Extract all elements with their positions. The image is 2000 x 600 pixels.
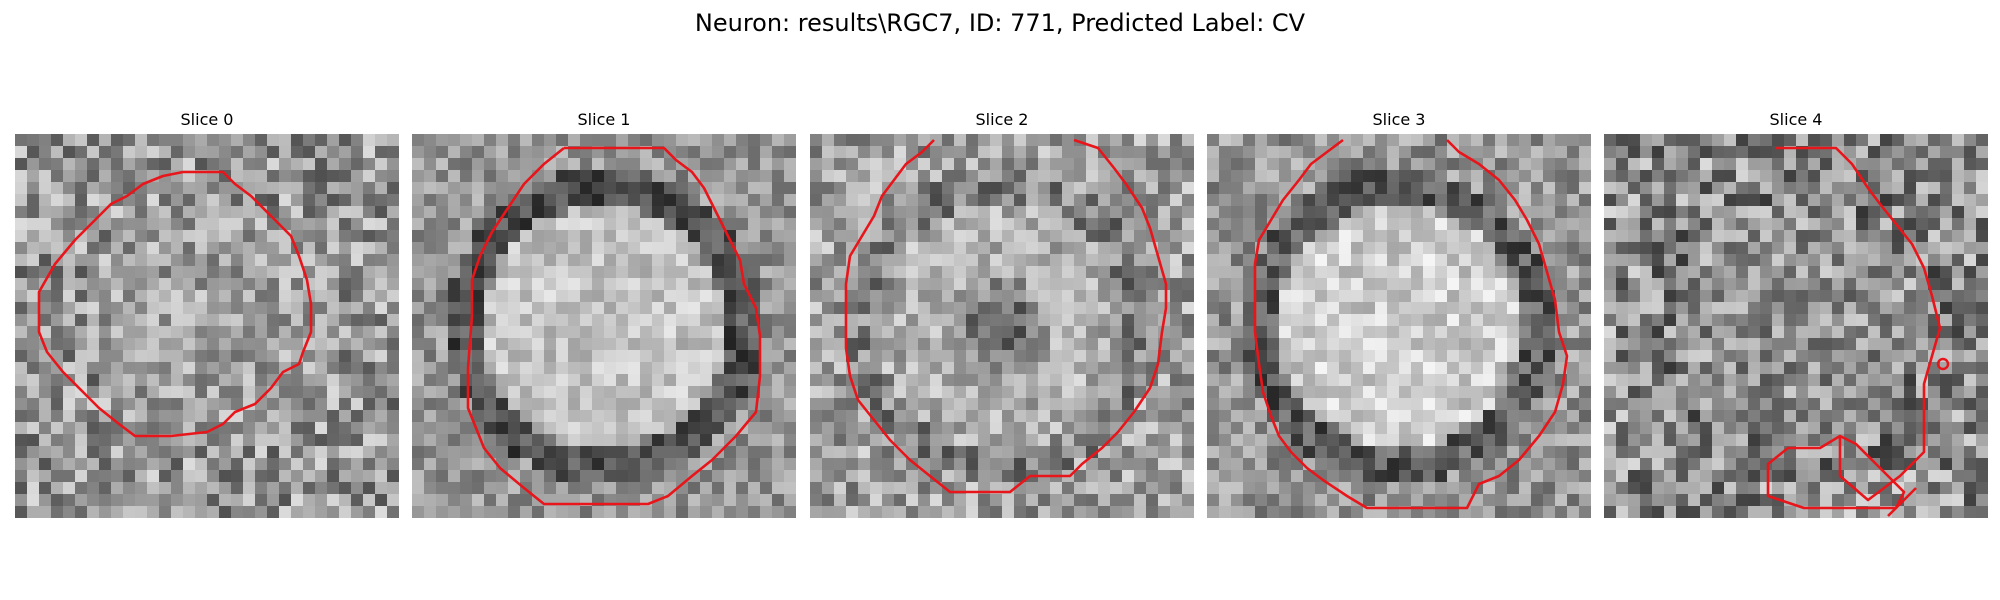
slice-panel-1: Slice 1 — [412, 108, 796, 518]
slice-panel-3: Slice 3 — [1207, 108, 1591, 518]
slice-title: Slice 0 — [180, 110, 234, 129]
slice-panel-2: Slice 2 — [810, 108, 1194, 518]
slice-image — [810, 134, 1194, 518]
segmentation-contour — [1766, 146, 1950, 517]
segmentation-contour — [1253, 138, 1569, 510]
slice-image — [15, 134, 399, 518]
slice-title: Slice 2 — [975, 110, 1029, 129]
slice-panel-4: Slice 4 — [1604, 108, 1988, 518]
segmentation-contour — [37, 170, 313, 438]
slice-image — [412, 134, 796, 518]
slice-image — [1604, 134, 1988, 518]
slice-title: Slice 4 — [1769, 110, 1823, 129]
slice-title: Slice 1 — [577, 110, 631, 129]
slice-title: Slice 3 — [1372, 110, 1426, 129]
figure-title: Neuron: results\RGC7, ID: 771, Predicted… — [694, 9, 1306, 37]
segmentation-contour — [466, 146, 762, 506]
segmentation-contour — [844, 138, 1168, 494]
slice-image — [1207, 134, 1591, 518]
slice-panel-0: Slice 0 — [15, 108, 399, 518]
